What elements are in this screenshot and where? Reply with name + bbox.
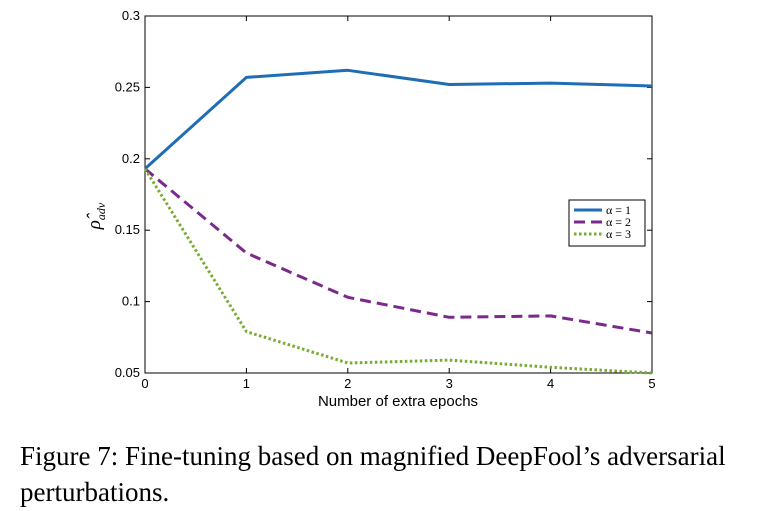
x-tick-label: 3: [446, 376, 453, 391]
y-tick-label: 0.15: [115, 222, 140, 237]
legend-label: α = 3: [606, 227, 631, 241]
series-line-3: [143, 168, 653, 375]
y-axis-title: ρ̂adv: [84, 202, 108, 230]
line-chart: 0.05 0.1 0.15 0.2 0.25 0.3 0 1 2 3 4 5 Number of e…: [84, 8, 656, 410]
legend-label: α = 2: [606, 215, 631, 229]
y-tick-label: 0.2: [122, 151, 140, 166]
x-tick-label: 5: [648, 376, 655, 391]
svg-text:ρ̂adv: ρ̂adv: [84, 202, 108, 230]
x-tick-label: 1: [243, 376, 250, 391]
series-line-2: [144, 167, 653, 335]
y-tick-label: 0.25: [115, 79, 140, 94]
x-axis-title: Number of extra epochs: [318, 393, 478, 410]
x-tick-label: 2: [344, 376, 351, 391]
y-tick-label: 0.05: [115, 365, 140, 380]
y-axis-ticks: 0.05 0.1 0.15 0.2 0.25 0.3: [115, 8, 652, 380]
plot-area-border: [144, 15, 653, 374]
series-lines: [143, 68, 653, 375]
x-axis-ticks: 0 1 2 3 4 5: [141, 16, 656, 391]
series-line-1: [143, 68, 653, 170]
legend: α = 1α = 2α = 3: [568, 199, 646, 247]
x-tick-label: 4: [547, 376, 554, 391]
y-tick-label: 0.1: [122, 294, 140, 309]
legend-label: α = 1: [606, 203, 631, 217]
y-axis-title-sub: adv: [94, 202, 108, 220]
y-tick-label: 0.3: [122, 8, 140, 23]
figure-caption: Figure 7: Fine-tuning based on magnified…: [20, 441, 726, 507]
x-tick-label: 0: [141, 376, 148, 391]
axes-frame: [144, 15, 653, 374]
